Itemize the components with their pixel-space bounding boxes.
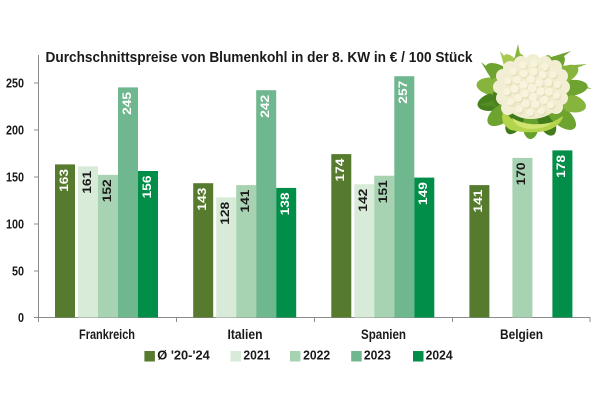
svg-text:242: 242: [260, 95, 272, 118]
svg-text:2023: 2023: [364, 347, 391, 362]
svg-text:152: 152: [102, 179, 114, 202]
svg-text:250: 250: [6, 76, 24, 90]
svg-text:Frankreich: Frankreich: [79, 326, 135, 342]
svg-text:100: 100: [6, 217, 24, 231]
svg-text:163: 163: [59, 169, 71, 192]
svg-text:50: 50: [12, 264, 24, 278]
svg-text:245: 245: [122, 91, 134, 115]
svg-text:2022: 2022: [303, 347, 330, 362]
svg-text:200: 200: [6, 123, 24, 137]
svg-text:161: 161: [82, 170, 94, 194]
svg-text:128: 128: [220, 201, 232, 225]
svg-text:Durchschnittspreise von Blumen: Durchschnittspreise von Blumenkohl in de…: [46, 50, 474, 66]
svg-text:141: 141: [473, 189, 485, 213]
svg-text:156: 156: [142, 176, 154, 199]
svg-text:Italien: Italien: [228, 326, 263, 342]
svg-text:142: 142: [358, 189, 370, 212]
svg-text:2021: 2021: [243, 347, 270, 362]
svg-text:150: 150: [6, 170, 24, 184]
svg-text:2024: 2024: [426, 347, 454, 362]
svg-text:149: 149: [418, 182, 430, 205]
svg-text:151: 151: [378, 179, 390, 203]
svg-text:178: 178: [556, 154, 568, 178]
svg-text:257: 257: [398, 81, 410, 104]
svg-text:174: 174: [335, 158, 347, 182]
svg-text:141: 141: [240, 189, 252, 213]
svg-text:0: 0: [18, 311, 24, 325]
svg-text:143: 143: [197, 188, 209, 211]
svg-text:Ø '20-'24: Ø '20-'24: [157, 347, 210, 362]
svg-text:138: 138: [280, 192, 292, 216]
svg-text:170: 170: [516, 162, 528, 185]
svg-text:Spanien: Spanien: [361, 326, 406, 342]
svg-text:Belgien: Belgien: [500, 326, 543, 342]
